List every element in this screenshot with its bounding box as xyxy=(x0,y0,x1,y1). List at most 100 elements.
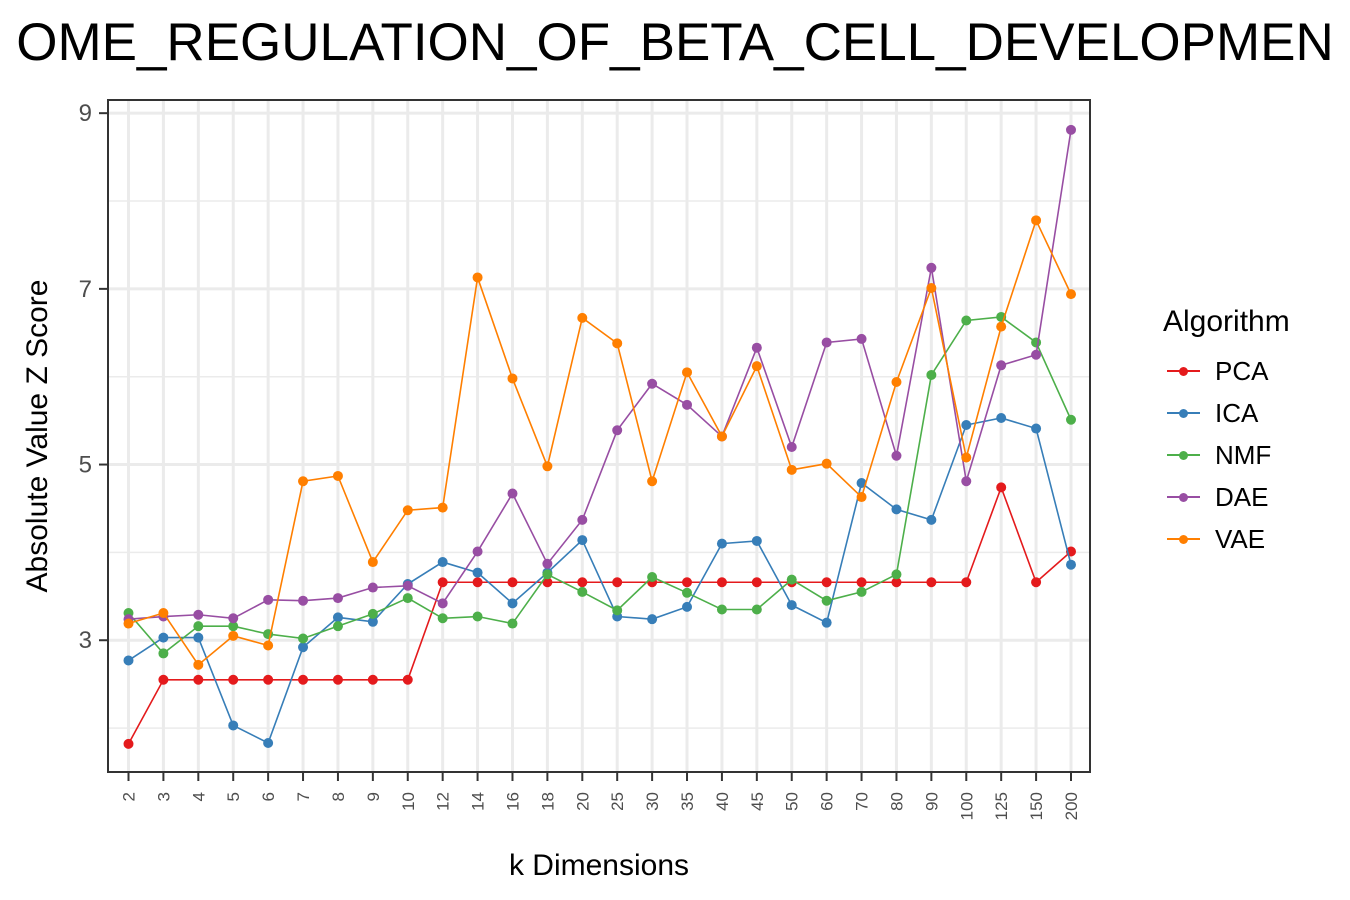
point-ica xyxy=(891,504,902,515)
point-pca xyxy=(891,577,902,588)
x-tick-label: 50 xyxy=(783,792,802,811)
point-ica xyxy=(647,614,658,625)
point-vae xyxy=(612,338,623,349)
point-nmf xyxy=(891,569,902,580)
x-tick-label: 125 xyxy=(992,792,1011,820)
point-pca xyxy=(821,577,832,588)
series-pca xyxy=(123,482,1076,749)
x-tick-label: 2 xyxy=(120,792,139,801)
series-vae xyxy=(123,215,1076,670)
legend: Algorithm PCA ICA NMF DAE VAE xyxy=(1163,302,1290,560)
x-tick-label: 4 xyxy=(189,792,208,801)
point-vae xyxy=(542,461,553,472)
y-tick-label: 3 xyxy=(79,627,92,654)
line-pca xyxy=(127,485,1072,745)
y-tick-label: 7 xyxy=(79,276,92,303)
y-tick-label: 5 xyxy=(79,452,92,479)
point-nmf xyxy=(437,613,448,624)
series-nmf xyxy=(123,311,1076,659)
point-ica xyxy=(367,616,378,627)
legend-key-point xyxy=(1179,493,1188,502)
point-vae xyxy=(751,361,762,372)
x-tick-label: 60 xyxy=(818,792,837,811)
point-pca xyxy=(751,577,762,588)
point-dae xyxy=(821,337,832,348)
point-nmf xyxy=(751,604,762,615)
point-nmf xyxy=(472,611,483,622)
legend-label-pca: PCA xyxy=(1215,355,1269,386)
legend-key-point xyxy=(1179,409,1188,418)
legend-label-ica: ICA xyxy=(1215,397,1259,428)
point-ica xyxy=(786,600,797,611)
point-ica xyxy=(996,412,1007,423)
point-vae xyxy=(193,659,204,670)
legend-label-dae: DAE xyxy=(1215,481,1269,512)
point-pca xyxy=(298,674,309,685)
point-ica xyxy=(961,420,972,431)
point-vae xyxy=(996,321,1007,332)
point-dae xyxy=(507,488,518,499)
point-vae xyxy=(961,452,972,463)
x-tick-label: 10 xyxy=(399,792,418,811)
point-ica xyxy=(472,567,483,578)
point-dae xyxy=(856,333,867,344)
point-nmf xyxy=(786,574,797,585)
point-nmf xyxy=(612,605,623,616)
point-pca xyxy=(123,738,134,749)
point-nmf xyxy=(332,621,343,632)
x-tick-label: 200 xyxy=(1062,792,1081,820)
x-tick-label: 45 xyxy=(748,792,767,811)
point-dae xyxy=(1066,124,1076,135)
legend-key-nmf xyxy=(1163,434,1203,476)
legend-label-vae: VAE xyxy=(1215,523,1266,554)
point-ica xyxy=(123,655,134,666)
point-nmf xyxy=(193,621,204,632)
legend-key-point xyxy=(1179,451,1188,460)
x-tick-label: 9 xyxy=(364,792,383,801)
point-pca xyxy=(856,577,867,588)
x-tick-label: 20 xyxy=(573,792,592,811)
line-ica xyxy=(128,417,1072,745)
point-ica xyxy=(1031,423,1042,434)
x-tick-label: 3 xyxy=(154,792,173,801)
point-vae xyxy=(402,505,413,516)
point-nmf xyxy=(961,315,972,326)
x-tick-label: 5 xyxy=(224,792,243,801)
point-dae xyxy=(751,342,762,353)
point-ica xyxy=(298,642,309,653)
point-nmf xyxy=(926,369,937,380)
point-nmf xyxy=(402,593,413,604)
point-pca xyxy=(542,577,553,588)
point-dae xyxy=(193,609,204,620)
plot-panel-border xyxy=(107,99,1091,773)
point-ica xyxy=(228,720,239,731)
point-vae xyxy=(1031,215,1042,226)
point-ica xyxy=(682,601,693,612)
point-dae xyxy=(1031,349,1042,360)
point-dae xyxy=(961,476,972,487)
point-vae xyxy=(926,282,937,293)
x-tick-label: 18 xyxy=(538,792,557,811)
legend-title: Algorithm xyxy=(1163,305,1290,338)
x-tick-label: 16 xyxy=(503,792,522,811)
point-pca xyxy=(716,577,727,588)
point-dae xyxy=(542,558,553,569)
grid-lines xyxy=(108,100,1090,772)
point-pca xyxy=(332,674,343,685)
series-lines xyxy=(123,124,1076,749)
point-vae xyxy=(716,431,727,442)
point-ica xyxy=(1066,559,1076,570)
legend-key-pca xyxy=(1163,350,1203,392)
point-dae xyxy=(437,598,448,609)
point-nmf xyxy=(577,586,588,597)
point-dae xyxy=(996,360,1007,371)
line-vae xyxy=(128,218,1072,667)
point-dae xyxy=(367,582,378,593)
point-vae xyxy=(123,618,134,629)
point-nmf xyxy=(821,595,832,606)
series-ica xyxy=(123,412,1076,749)
x-tick-label: 150 xyxy=(1027,792,1046,820)
point-ica xyxy=(821,617,832,628)
